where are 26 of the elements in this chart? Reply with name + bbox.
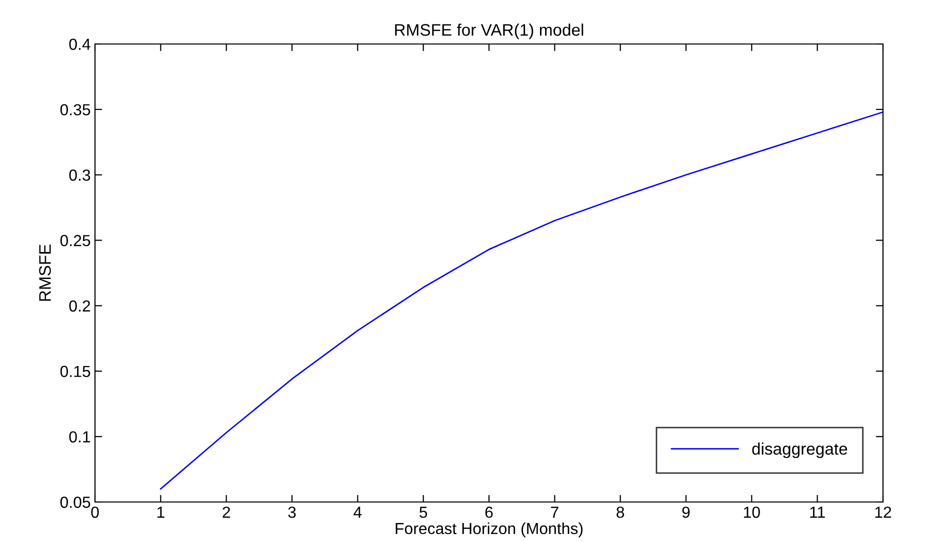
x-tick-label: 4 [354,506,362,518]
legend-label: disaggregate [752,442,848,458]
x-tick-label: 1 [157,506,164,518]
y-tick-label: 0.3 [69,169,90,181]
x-tick-label: 0 [91,506,99,518]
y-tick-label: 0.05 [60,496,90,508]
x-axis-title: Forecast Horizon (Months) [396,522,583,538]
x-tick-label: 2 [222,506,230,518]
y-tick-label: 0.35 [60,104,90,116]
line-series [160,111,883,490]
x-tick-label: 11 [810,506,825,518]
x-tick-label: 3 [288,506,296,518]
x-tick-label: 10 [744,506,760,518]
y-tick-label: 0.15 [60,366,90,378]
x-tick-label: 8 [616,506,624,518]
y-tick-label: 0.2 [69,300,90,312]
y-tick-label: 0.25 [60,234,90,246]
x-tick-label: 6 [485,506,493,518]
y-tick-label: 0.4 [69,38,90,50]
x-tick-label: 12 [875,506,892,518]
y-axis-title: RMSFE [39,244,51,301]
chart-title: RMSFE for VAR(1) model [395,24,584,40]
y-tick-label: 0.1 [69,431,90,443]
x-tick-label: 7 [551,506,558,518]
x-tick-label: 5 [420,506,428,518]
x-tick-label: 9 [682,506,690,518]
